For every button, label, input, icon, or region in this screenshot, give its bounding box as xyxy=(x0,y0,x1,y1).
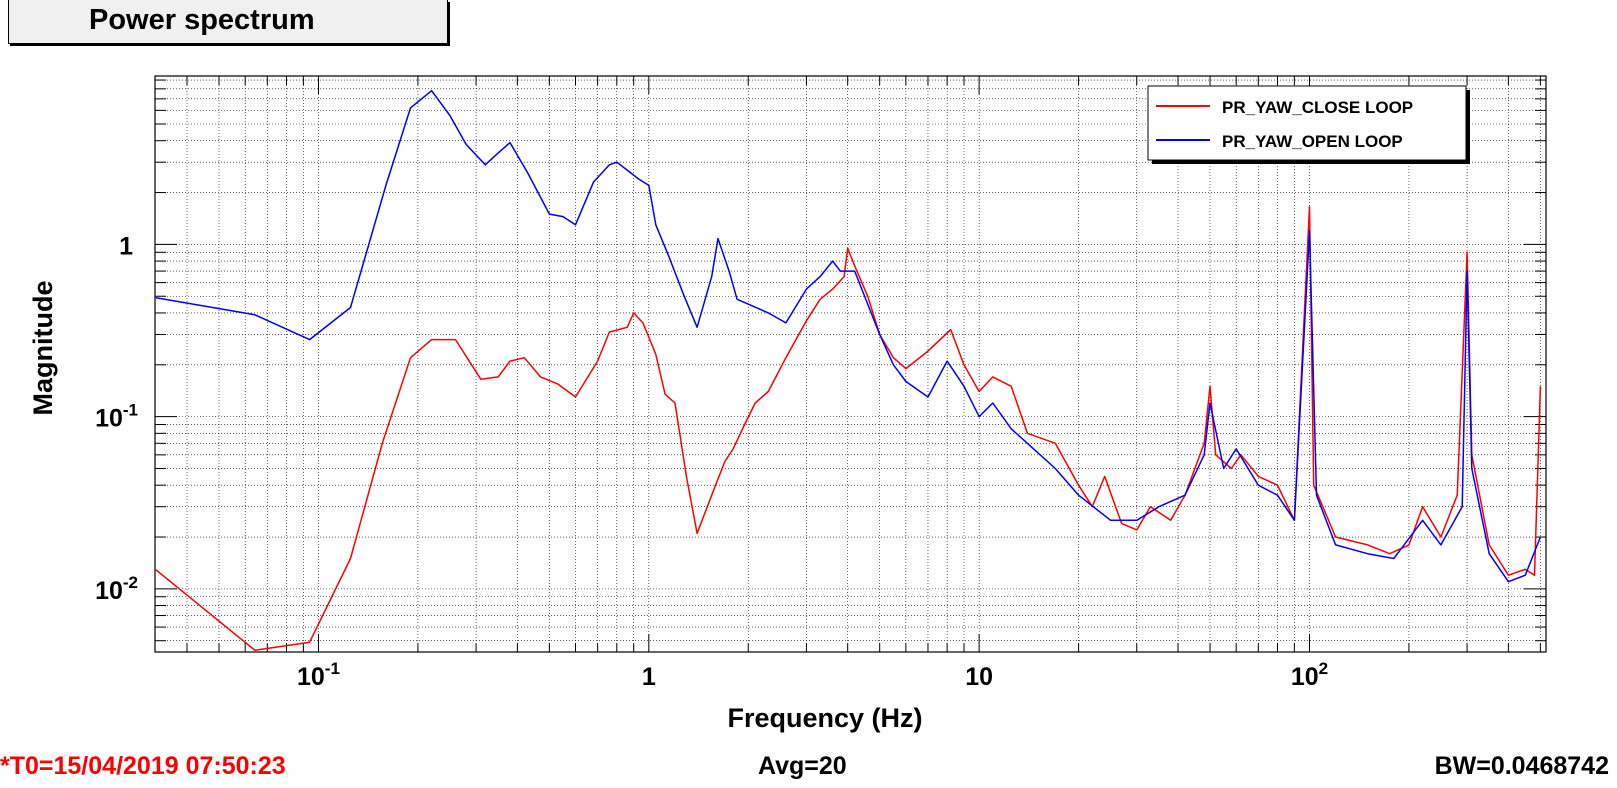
series-line-close-loop xyxy=(155,206,1542,652)
x-axis-label: Frequency (Hz) xyxy=(727,703,922,733)
plot-frame xyxy=(154,75,1547,653)
legend-entry-label: PR_YAW_OPEN LOOP xyxy=(1222,132,1403,151)
series-line-open-loop xyxy=(155,89,1542,583)
x-tick-label: 10 xyxy=(965,663,993,691)
x-tick-label: 10-1 xyxy=(297,659,340,691)
bandwidth: BW=0.0468742 xyxy=(1434,752,1609,780)
y-tick-label: 1 xyxy=(119,232,133,260)
title-box: Power spectrum xyxy=(8,0,448,44)
y-axis-label: Magnitude xyxy=(28,281,58,416)
x-tick-label: 102 xyxy=(1291,659,1328,691)
chart-title: Power spectrum xyxy=(89,4,315,36)
t0-timestamp: *T0=15/04/2019 07:50:23 xyxy=(0,752,286,780)
average-count: Avg=20 xyxy=(758,752,847,780)
legend-entry-label: PR_YAW_CLOSE LOOP xyxy=(1222,98,1413,117)
legend-box xyxy=(1147,85,1467,161)
y-tick-label: 10-1 xyxy=(95,401,138,433)
y-tick-label: 10-2 xyxy=(95,573,138,605)
x-tick-label: 1 xyxy=(642,663,656,691)
